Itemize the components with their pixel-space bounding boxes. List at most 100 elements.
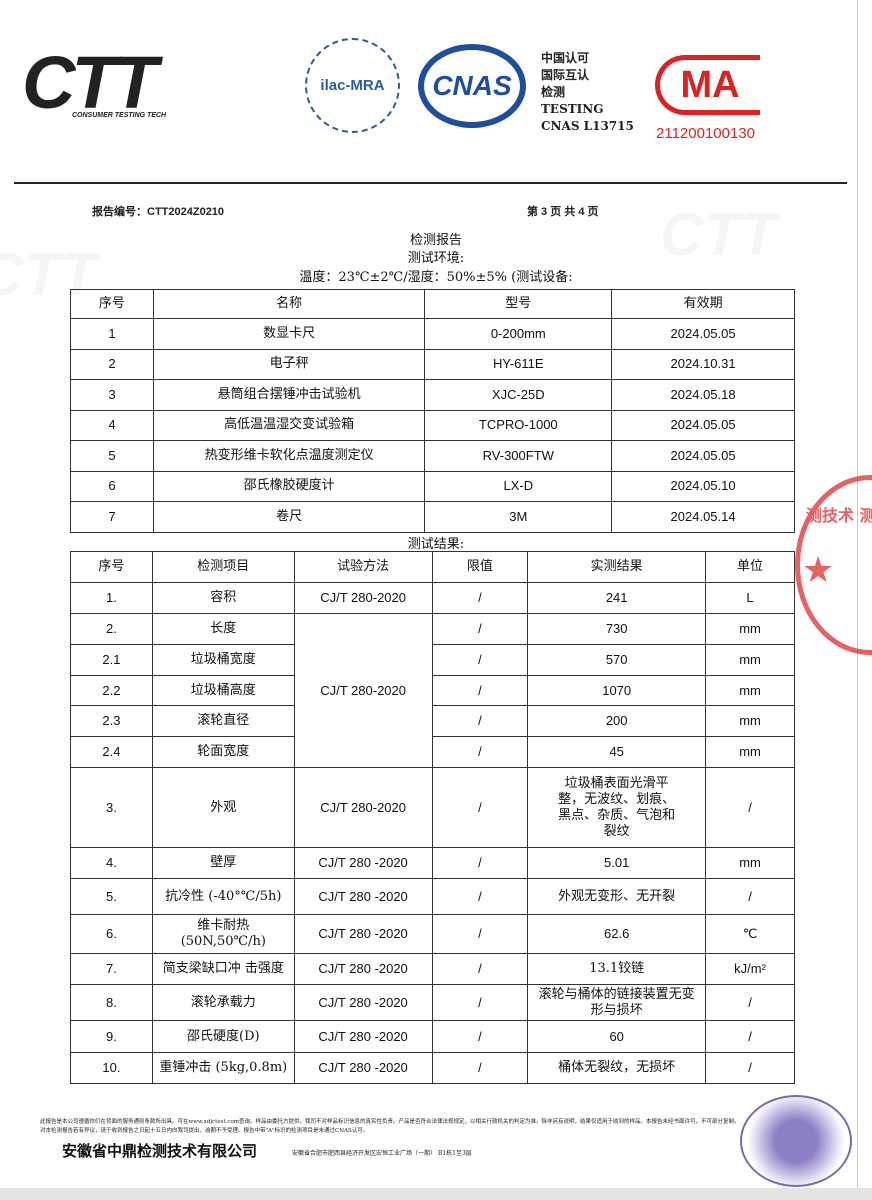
table-cell: mm	[705, 613, 795, 645]
table-row: 3 悬筒组合摆锤冲击试验机 XJC-25D 2024.05.18	[70, 379, 795, 411]
star-icon: ★	[802, 550, 835, 591]
table-cell: 限值	[431, 551, 529, 583]
table-cell: /	[431, 984, 529, 1021]
table-cell: LX-D	[424, 470, 613, 502]
table-cell: /	[431, 613, 529, 645]
table-row: 10. 重锤冲击 (5kg,0.8m) CJ/T 280 -2020/桶体无裂纹，无…	[70, 1052, 795, 1084]
table-cell: mm	[705, 675, 795, 706]
table-cell: 2	[70, 348, 154, 380]
table-cell: 62.6	[527, 914, 707, 954]
table-cell: kJ/m²	[705, 953, 795, 985]
cnas-line: TESTING	[541, 102, 604, 116]
table-cell: 2.1	[70, 644, 153, 676]
header-divider	[14, 182, 847, 184]
table-cell: ℃	[705, 914, 795, 954]
table-cell: 2024.05.18	[611, 379, 795, 411]
table-cell: 简支梁缺口冲 击强度	[151, 953, 295, 985]
table-cell: 序号	[70, 289, 154, 319]
page-shadow	[0, 1188, 872, 1200]
company-name: 安徽省中鼎检测技术有限公司	[62, 1142, 258, 1160]
cnas-logo: CNAS	[418, 44, 526, 128]
table-cell: 外观无变形、无开裂	[527, 878, 707, 915]
table-cell: mm	[705, 644, 795, 676]
table-cell: 200	[527, 705, 707, 737]
table-row: 2.2 垃圾桶高度 /1070 mm	[70, 675, 795, 706]
table-cell: 2.3	[70, 705, 153, 737]
table-row: 6. 维卡耐热 (50N,50℃/h) CJ/T 280 -2020/62.6 ℃	[70, 914, 795, 954]
table-cell: CJ/T 280 -2020	[293, 878, 433, 915]
table-cell: HY-611E	[424, 348, 613, 380]
table-row: 2.1 垃圾桶宽度 /570 mm	[70, 644, 795, 676]
table-row: 1. 容积 CJ/T 280-2020/241 L	[70, 582, 795, 614]
table-cell: 1070	[527, 675, 707, 706]
table-cell: 2024.05.05	[611, 318, 795, 350]
table-cell: /	[431, 953, 529, 985]
table-row: 3. 外观 CJ/T 280-2020/垃圾桶表面光滑平整，无波纹、划痕、黑点、杂质…	[70, 767, 795, 848]
table-cell: /	[431, 847, 529, 879]
table-cell: 8.	[70, 984, 153, 1021]
table-row: 8. 滚轮承载力 CJ/T 280 -2020/滚轮与桶体的链接装置无变形与损坏 /	[70, 984, 795, 1021]
company-address: 安徽省合肥市肥西县经济开发区宏恒工业广场（一期） B1栋1至3层	[292, 1150, 472, 1157]
table-cell: 有效期	[611, 289, 795, 319]
table-cell: 维卡耐热 (50N,50℃/h)	[151, 914, 295, 954]
cnas-line: 国际互认	[541, 68, 590, 82]
table-cell: 2.2	[70, 675, 153, 706]
table-cell: 0-200mm	[424, 318, 613, 350]
table-cell: 2024.05.05	[611, 440, 795, 472]
table-cell: TCPRO-1000	[424, 409, 613, 441]
cnas-line: 检测	[541, 85, 566, 99]
table-cell: 邵氏硬度(D)	[151, 1020, 295, 1053]
table-row: 2 电子秤 HY-611E 2024.10.31	[70, 348, 795, 380]
ctt-logo-subtitle: CONSUMER TESTING TECH	[72, 112, 167, 119]
table-cell: 6.	[70, 914, 153, 954]
table-cell: 滚轮与桶体的链接装置无变形与损坏	[527, 984, 707, 1021]
results-label: 测试结果:	[407, 537, 465, 552]
table-cell: /	[431, 878, 529, 915]
table-row: 6 邵氏橡胶硬度计 LX-D 2024.05.10	[70, 470, 795, 502]
table-cell: 6	[70, 470, 154, 502]
table-cell: 单位	[705, 551, 795, 583]
table-cell: 3.	[70, 767, 153, 848]
table-cell: 试验方法	[293, 551, 433, 583]
table-cell: 570	[527, 644, 707, 676]
ctt-logo: CTT	[22, 41, 158, 124]
watermark: CTT	[660, 200, 777, 269]
table-cell: mm	[705, 705, 795, 737]
table-row: 2. 长度 CJ/T 280-2020/730 mm	[70, 613, 795, 768]
table-row: 1 数显卡尺 0-200mm 2024.05.05	[70, 318, 795, 350]
table-cell: 4	[70, 409, 154, 441]
table-cell: 2024.05.10	[611, 470, 795, 502]
table-cell: 桶体无裂纹，无损坏	[527, 1052, 707, 1084]
table-cell: 2.	[70, 613, 153, 645]
table-row: 9. 邵氏硬度(D) CJ/T 280 -2020/60/	[70, 1020, 795, 1053]
results-table: 序号 检测项目 试验方法 限值 实测结果 单位 1. 容积 CJ/T 280-2020/241 L…	[70, 551, 795, 1084]
ilac-mra-logo: ilac-MRA	[305, 38, 400, 133]
table-cell: 重锤冲击 (5kg,0.8m)	[151, 1052, 295, 1084]
table-cell: 7.	[70, 953, 153, 985]
table-cell: 热变形维卡软化点温度测定仪	[152, 440, 426, 472]
table-cell: 抗冷性 (-40°℃/5h)	[151, 878, 295, 915]
table-cell: /	[705, 767, 795, 848]
table-cell: mm	[705, 736, 795, 768]
table-cell: CJ/T 280 -2020	[293, 1052, 433, 1084]
table-cell: 序号	[70, 551, 153, 583]
table-cell: RV-300FTW	[424, 440, 613, 472]
cma-logo: MA	[655, 55, 760, 115]
table-cell: 轮面宽度	[151, 736, 295, 768]
table-cell: /	[431, 644, 529, 676]
table-cell: /	[431, 675, 529, 706]
table-cell: 检测项目	[151, 551, 295, 583]
table-cell: 5.	[70, 878, 153, 915]
table-cell: 5.01	[527, 847, 707, 879]
table-cell: /	[431, 1020, 529, 1053]
table-row: 4. 壁厚 CJ/T 280 -2020/5.01 mm	[70, 847, 795, 879]
table-cell: CJ/T 280 -2020	[293, 1020, 433, 1053]
seal-text: 测技术 测专用	[806, 506, 872, 525]
table-cell: 4.	[70, 847, 153, 879]
table-cell: /	[431, 767, 529, 848]
table-cell: 3	[70, 379, 154, 411]
table-cell: CJ/T 280-2020	[293, 767, 433, 848]
table-cell: XJC-25D	[424, 379, 613, 411]
table-cell: 2024.10.31	[611, 348, 795, 380]
table-cell: CJ/T 280 -2020	[293, 984, 433, 1021]
